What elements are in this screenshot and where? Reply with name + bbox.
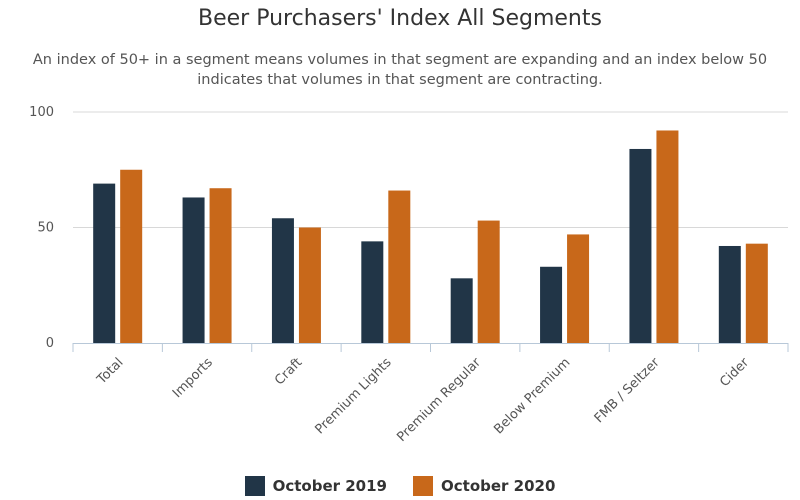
bar-total-october-2020[interactable] — [120, 169, 143, 343]
legend-label-october-2020: October 2020 — [441, 477, 556, 495]
bar-fmb-seltzer-october-2019[interactable] — [629, 148, 652, 343]
chart-subtitle: An index of 50+ in a segment means volum… — [32, 52, 768, 88]
bar-premium-lights-october-2019[interactable] — [361, 241, 384, 343]
bar-premium-regular-october-2020[interactable] — [477, 220, 500, 343]
bar-below-premium-october-2020[interactable] — [567, 234, 590, 343]
x-tick-label-fmb-seltzer: FMB / Seltzer — [592, 355, 663, 426]
bar-imports-october-2019[interactable] — [182, 197, 205, 343]
bar-imports-october-2020[interactable] — [209, 188, 232, 343]
legend-item-october-2019[interactable]: October 2019 — [244, 476, 387, 496]
x-tick-label-imports: Imports — [170, 355, 216, 401]
legend-item-october-2020[interactable]: October 2020 — [413, 476, 555, 496]
x-tick-label-total: Total — [94, 355, 127, 388]
y-tick-label-0: 0 — [46, 336, 54, 351]
bar-fmb-seltzer-october-2020[interactable] — [656, 130, 679, 343]
x-tick-label-premium-lights: Premium Lights — [312, 355, 394, 437]
chart-title: Beer Purchasers' Index All Segments — [198, 6, 602, 31]
bar-premium-lights-october-2020[interactable] — [388, 190, 411, 343]
x-tick-label-craft: Craft — [272, 355, 305, 388]
bar-cider-october-2019[interactable] — [718, 245, 741, 343]
bar-premium-regular-october-2019[interactable] — [450, 278, 473, 343]
legend-swatch-october-2019 — [244, 476, 265, 496]
bar-below-premium-october-2019[interactable] — [540, 266, 563, 343]
bar-craft-october-2020[interactable] — [298, 227, 321, 344]
legend-swatch-october-2020 — [413, 476, 433, 496]
bar-craft-october-2019[interactable] — [271, 218, 294, 343]
x-tick-label-below-premium: Below Premium — [491, 355, 573, 437]
x-tick-label-premium-regular: Premium Regular — [394, 355, 484, 445]
y-tick-label-50: 50 — [37, 221, 54, 236]
bar-cider-october-2020[interactable] — [745, 243, 768, 343]
legend: October 2019 October 2020 — [0, 476, 800, 496]
legend-label-october-2019: October 2019 — [272, 477, 387, 495]
bar-chart: 0 50 100 Total Imports Craft Premium Lights Pre… — [29, 105, 789, 445]
bar-total-october-2019[interactable] — [93, 183, 116, 343]
x-tick-label-cider: Cider — [717, 355, 752, 390]
y-tick-label-100: 100 — [29, 105, 54, 120]
